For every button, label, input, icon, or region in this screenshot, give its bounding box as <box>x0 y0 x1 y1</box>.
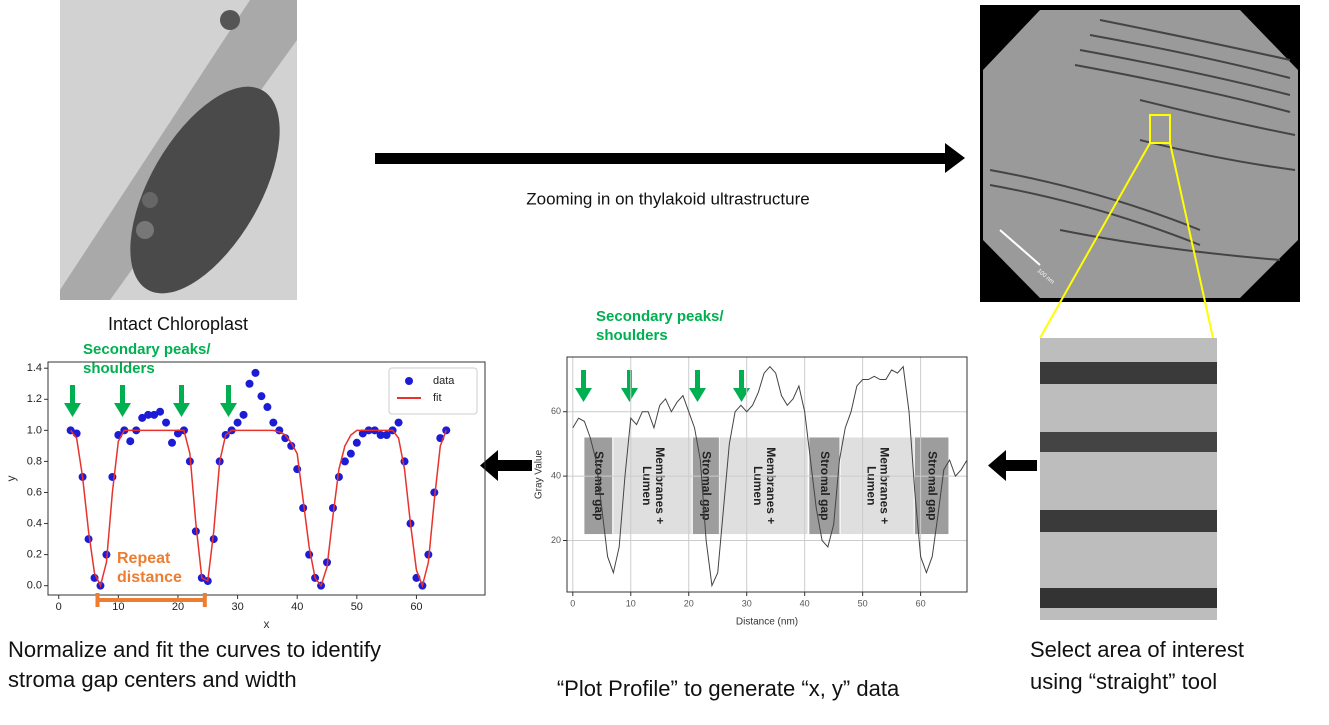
thylakoid-image: 100 nm <box>980 5 1300 302</box>
data-point <box>240 411 248 419</box>
data-point <box>168 439 176 447</box>
x-tick-label: 20 <box>684 598 694 608</box>
zoom-arrow <box>375 143 965 173</box>
annotation: Secondary peaks/ <box>83 341 211 358</box>
x-tick-label: 20 <box>172 601 184 613</box>
region-label: Stromal gap <box>925 451 939 520</box>
y-tick-label: 0.4 <box>27 517 42 529</box>
image-caption: Intact Chloroplast <box>108 314 248 334</box>
legend-marker <box>405 377 413 385</box>
caption: using “straight” tool <box>1030 669 1217 694</box>
region-label: Membranes + <box>653 447 667 524</box>
data-point <box>305 551 313 559</box>
region-label: Lumen <box>864 466 878 505</box>
y-tick-label: 0.8 <box>27 455 42 467</box>
caption: Normalize and fit the curves to identify <box>8 637 381 662</box>
x-tick-label: 60 <box>916 598 926 608</box>
x-tick-label: 10 <box>626 598 636 608</box>
region-label: Membranes + <box>764 447 778 524</box>
x-tick-label: 60 <box>410 601 422 613</box>
patch-image <box>1040 338 1217 620</box>
zoom-label: Zooming in on thylakoid ultrastructure <box>526 189 809 208</box>
legend-label: data <box>433 375 455 387</box>
data-point <box>353 439 361 447</box>
x-axis-label: Distance (nm) <box>736 617 798 628</box>
annotation: shoulders <box>83 360 155 377</box>
x-tick-label: 10 <box>112 601 124 613</box>
region-label: Lumen <box>751 466 765 505</box>
caption: Select area of interest <box>1030 637 1244 662</box>
y-tick-label: 20 <box>551 535 561 545</box>
y-tick-label: 60 <box>551 406 561 416</box>
y-tick-label: 1.0 <box>27 424 42 436</box>
data-point <box>234 419 242 427</box>
data-point <box>263 403 271 411</box>
region-label: Stromal gap <box>818 451 832 520</box>
legend-label: fit <box>433 392 442 404</box>
annotation: Repeat <box>117 550 171 567</box>
x-tick-label: 50 <box>858 598 868 608</box>
y-tick-label: 40 <box>551 470 561 480</box>
data-point <box>395 419 403 427</box>
data-point <box>251 369 259 377</box>
y-tick-label: 0.0 <box>27 580 42 592</box>
data-point <box>162 419 170 427</box>
y-axis-label: y <box>4 476 18 482</box>
annotation: Secondary peaks/ <box>596 308 724 325</box>
x-tick-label: 30 <box>742 598 752 608</box>
x-tick-label: 30 <box>231 601 243 613</box>
data-point <box>401 457 409 465</box>
region-label: Membranes + <box>877 447 891 524</box>
x-tick-label: 50 <box>351 601 363 613</box>
x-tick-label: 0 <box>570 598 575 608</box>
annotation: shoulders <box>596 327 668 344</box>
data-point <box>126 437 134 445</box>
data-point <box>269 419 277 427</box>
x-tick-label: 40 <box>291 601 303 613</box>
caption: stroma gap centers and width <box>8 667 297 692</box>
data-point <box>156 408 164 416</box>
chloroplast-image <box>60 0 310 317</box>
caption: “Plot Profile” to generate “x, y” data <box>557 676 900 701</box>
x-axis-label: x <box>264 617 270 631</box>
data-point <box>257 392 265 400</box>
x-tick-label: 40 <box>800 598 810 608</box>
flow-arrow <box>988 450 1037 481</box>
y-tick-label: 1.2 <box>27 393 42 405</box>
data-point <box>347 450 355 458</box>
y-tick-label: 1.4 <box>27 362 42 374</box>
data-point <box>246 380 254 388</box>
annotation: distance <box>117 569 182 586</box>
y-tick-label: 0.2 <box>27 549 42 561</box>
y-tick-label: 0.6 <box>27 486 42 498</box>
figure: Intact Chloroplast Zooming in on thylako… <box>0 0 1329 725</box>
y-axis-label: Gray Value <box>534 449 545 499</box>
x-tick-label: 0 <box>56 601 62 613</box>
region-label: Lumen <box>640 466 654 505</box>
